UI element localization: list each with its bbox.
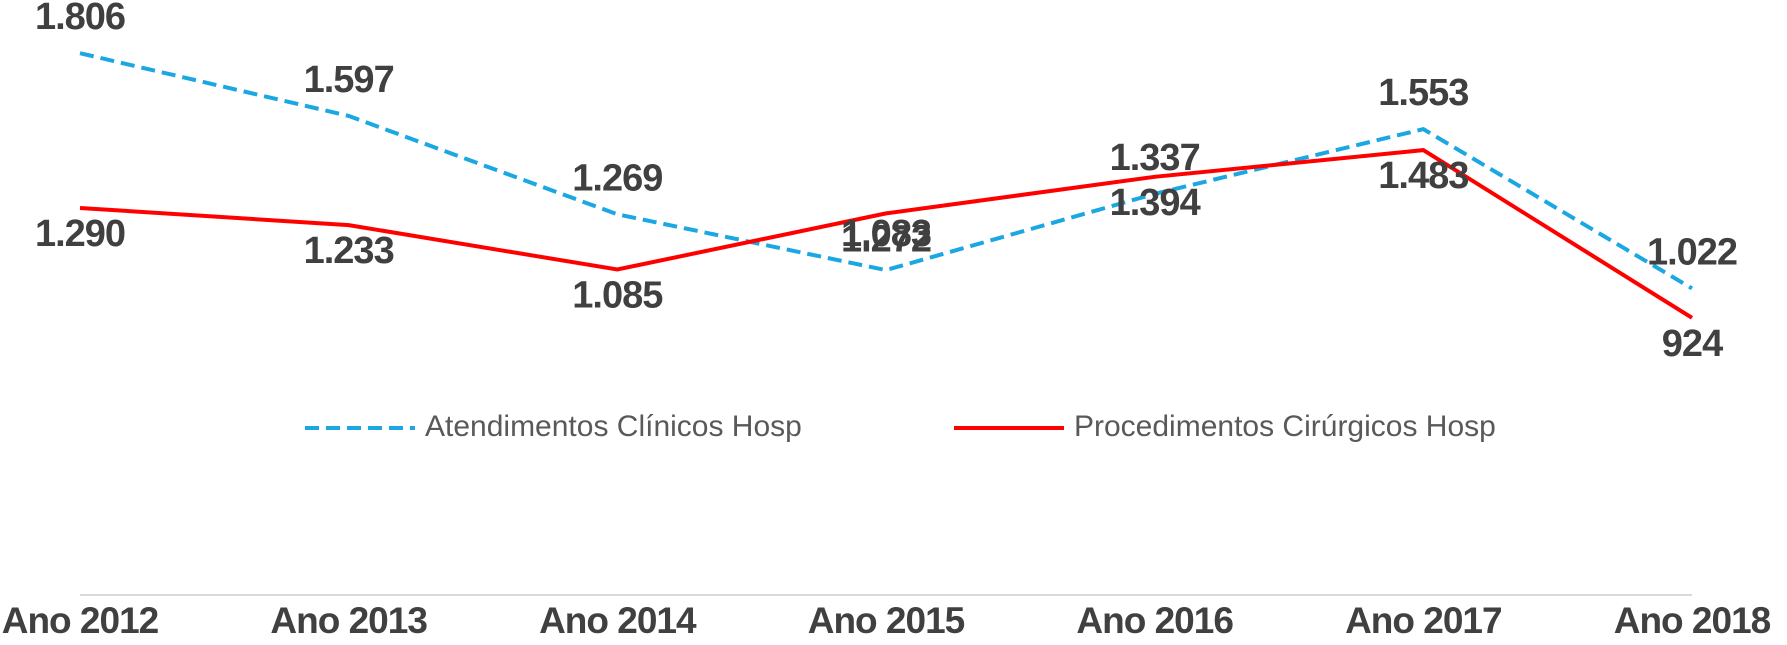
data-label: 1.269	[572, 157, 662, 199]
data-label: 1.083	[841, 213, 931, 255]
x-tick-label: Ano 2015	[808, 600, 965, 641]
series-line	[79, 148, 1694, 320]
data-label: 1.290	[35, 213, 125, 255]
x-tick-label: Ano 2016	[1076, 600, 1233, 641]
data-label: 1.085	[572, 275, 663, 317]
series-line	[79, 51, 1694, 291]
legend-label: Procedimentos Cirúrgicos Hosp	[1074, 410, 1496, 443]
legend-label: Atendimentos Clínicos Hosp	[425, 410, 802, 443]
x-tick-label: Ano 2012	[2, 600, 159, 641]
data-label: 1.597	[304, 59, 394, 101]
x-tick-label: Ano 2017	[1345, 600, 1502, 641]
data-label: 1.233	[304, 230, 394, 272]
x-tick-label: Ano 2013	[270, 600, 427, 641]
data-label: 924	[1662, 323, 1723, 365]
data-label: 1.337	[1110, 137, 1200, 179]
data-label: 1.022	[1647, 231, 1737, 273]
data-label: 1.483	[1378, 155, 1468, 197]
data-label: 1.394	[1110, 182, 1201, 224]
x-tick-label: Ano 2018	[1614, 600, 1771, 641]
data-label: 1.553	[1378, 72, 1468, 114]
data-label: 1.272	[841, 218, 931, 260]
data-label: 1.806	[35, 0, 125, 38]
x-tick-label: Ano 2014	[539, 600, 697, 641]
